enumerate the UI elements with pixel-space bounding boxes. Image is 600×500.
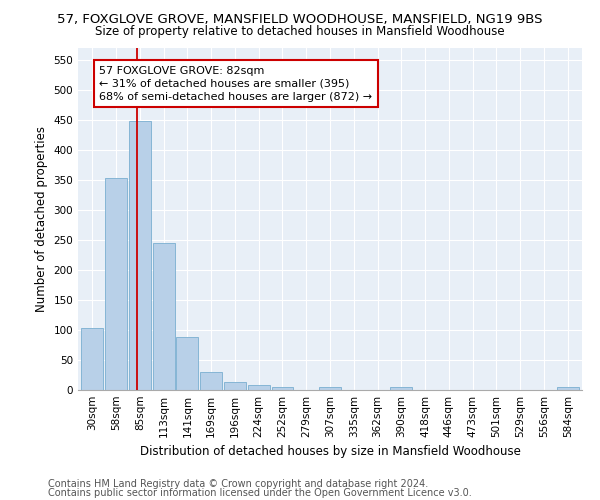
Bar [224, 382, 246, 390]
Bar [200, 372, 222, 390]
Bar [82, 328, 103, 390]
Text: Contains HM Land Registry data © Crown copyright and database right 2024.: Contains HM Land Registry data © Crown c… [48, 479, 428, 489]
Bar [248, 384, 269, 390]
Text: 57 FOXGLOVE GROVE: 82sqm
← 31% of detached houses are smaller (395)
68% of semi-: 57 FOXGLOVE GROVE: 82sqm ← 31% of detach… [100, 66, 373, 102]
Bar [105, 178, 127, 390]
Bar [557, 387, 578, 390]
Text: Size of property relative to detached houses in Mansfield Woodhouse: Size of property relative to detached ho… [95, 25, 505, 38]
Text: Contains public sector information licensed under the Open Government Licence v3: Contains public sector information licen… [48, 488, 472, 498]
Bar [272, 387, 293, 390]
Text: 57, FOXGLOVE GROVE, MANSFIELD WOODHOUSE, MANSFIELD, NG19 9BS: 57, FOXGLOVE GROVE, MANSFIELD WOODHOUSE,… [57, 12, 543, 26]
Bar [129, 121, 151, 390]
Bar [319, 387, 341, 390]
Bar [176, 337, 198, 390]
Bar [391, 387, 412, 390]
Bar [152, 243, 175, 390]
X-axis label: Distribution of detached houses by size in Mansfield Woodhouse: Distribution of detached houses by size … [140, 446, 520, 458]
Y-axis label: Number of detached properties: Number of detached properties [35, 126, 48, 312]
